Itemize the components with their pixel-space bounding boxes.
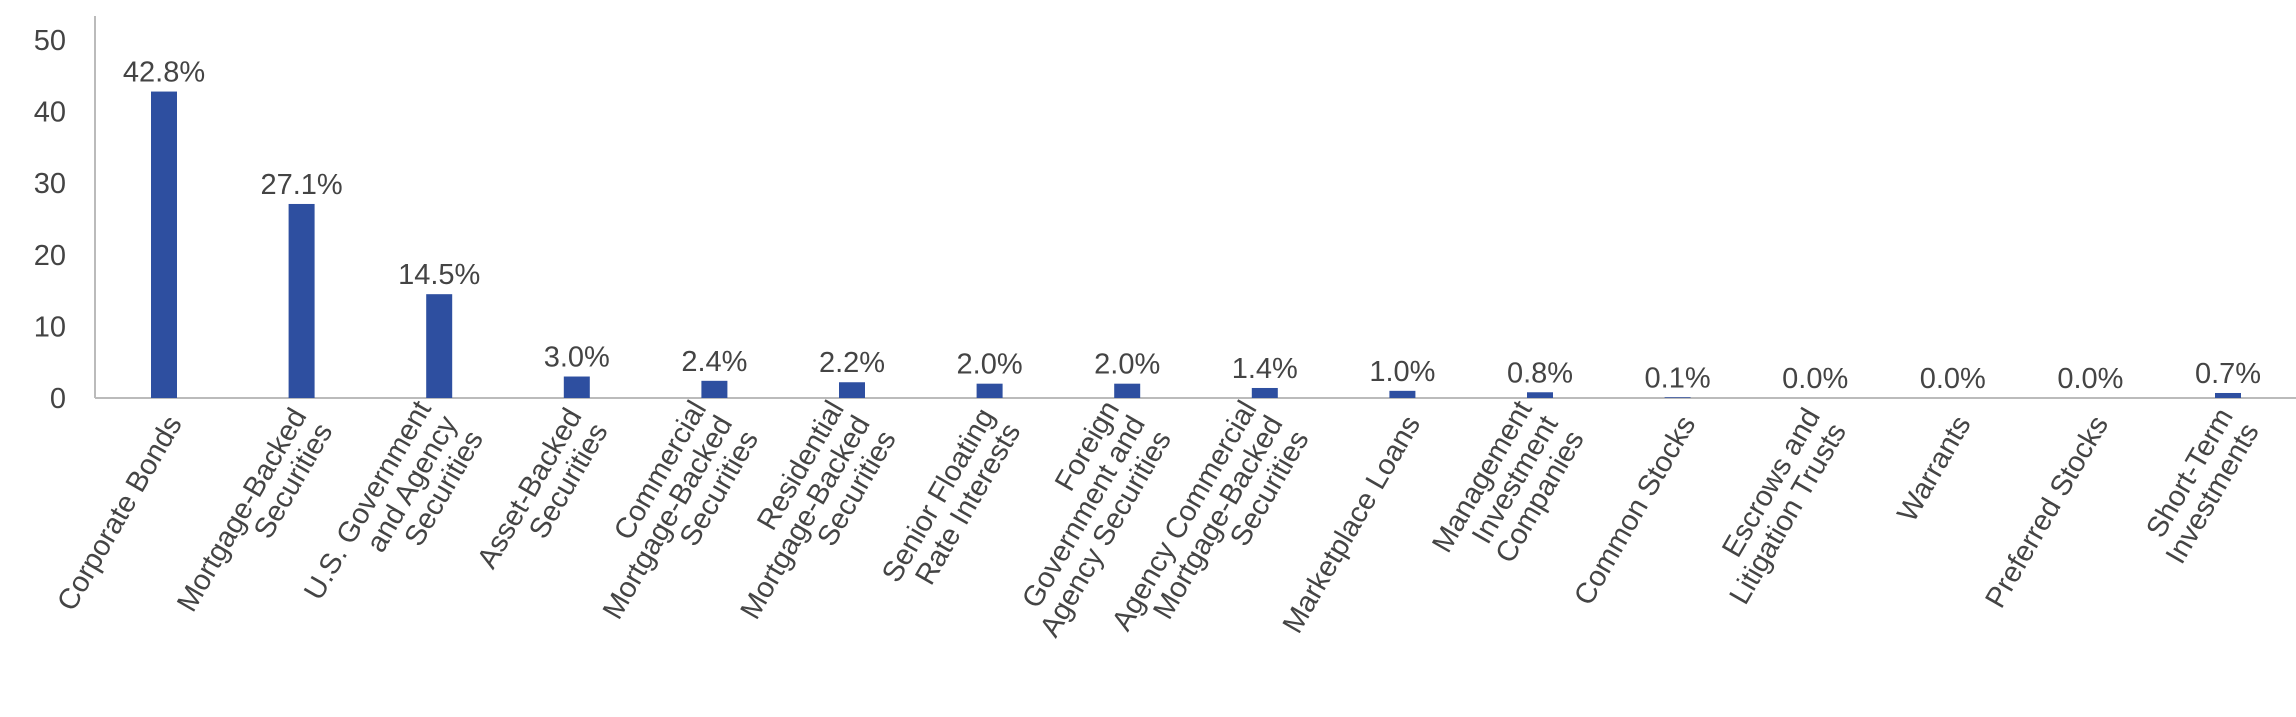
value-label: 2.4% [681,346,747,378]
x-tick-label: Asset-BackedSecurities [471,403,614,589]
bar [288,203,315,398]
bar [426,294,453,398]
value-label: 0.7% [2195,358,2261,390]
value-label: 2.0% [1094,349,1160,381]
bar [151,91,177,398]
x-tick-label: Warrants [1892,411,1978,528]
bar [1527,392,1553,398]
y-tick-label: 40 [34,97,66,129]
value-label: 3.0% [544,342,610,374]
value-label: 0.0% [1920,363,1986,395]
bar [563,376,590,398]
x-tick-label: Short-TermInvestments [2134,403,2266,569]
value-label: 0.8% [1507,357,1573,389]
bar [1114,383,1141,398]
y-tick-label: 30 [34,168,66,200]
value-label: 0.0% [1782,363,1848,395]
x-tick-label: Preferred Stocks [1979,411,2115,614]
bar [976,383,1003,398]
bar [1251,387,1278,398]
value-label: 27.1% [260,169,342,201]
bar [701,380,728,398]
y-tick-label: 0 [50,383,66,415]
y-tick-label: 10 [34,311,66,343]
value-label: 2.0% [957,349,1023,381]
value-label: 1.4% [1232,353,1298,385]
bar [1389,390,1416,398]
value-label: 14.5% [398,259,480,291]
value-label: 42.8% [123,57,205,89]
x-tick-label: Senior FloatingRate Interests [876,403,1027,603]
y-tick-label: 20 [34,240,66,272]
value-label: 0.0% [2057,363,2123,395]
bar [2215,392,2241,398]
value-label: 2.2% [819,347,885,379]
bar [1664,397,1691,398]
bar [839,382,865,398]
y-tick-label: 50 [34,25,66,57]
value-label: 1.0% [1369,356,1435,388]
x-tick-label: Corporate Bonds [51,411,188,617]
x-tick-label: ManagementInvestmentCompanies [1426,396,1590,589]
value-label: 0.1% [1645,362,1711,394]
x-tick-label: Escrows andLitigation Trusts [1698,403,1853,610]
